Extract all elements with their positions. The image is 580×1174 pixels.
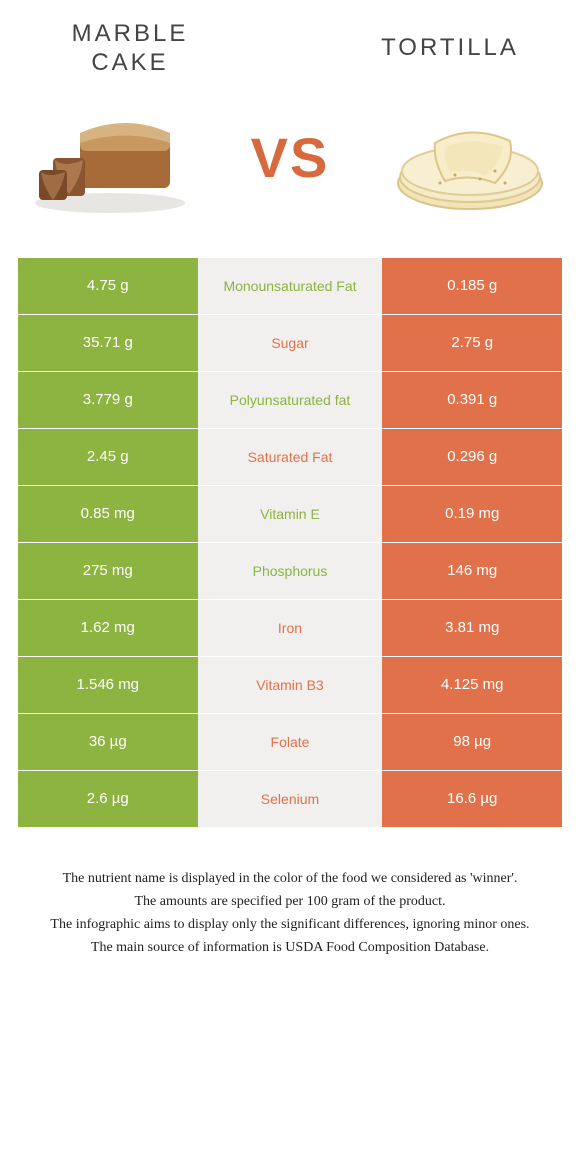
- table-row: 2.45 gSaturated Fat0.296 g: [18, 429, 562, 486]
- left-value: 36 µg: [18, 714, 198, 771]
- right-value: 0.19 mg: [382, 486, 562, 543]
- right-value: 4.125 mg: [382, 657, 562, 714]
- right-value: 146 mg: [382, 543, 562, 600]
- left-value: 275 mg: [18, 543, 198, 600]
- nutrient-label: Folate: [198, 714, 383, 771]
- left-value: 2.45 g: [18, 429, 198, 486]
- nutrient-label: Phosphorus: [198, 543, 383, 600]
- left-title-line1: MARBLE: [72, 20, 189, 47]
- right-value: 3.81 mg: [382, 600, 562, 657]
- left-food-image: [20, 88, 200, 228]
- table-row: 3.779 gPolyunsaturated fat0.391 g: [18, 372, 562, 429]
- nutrient-label: Selenium: [198, 771, 383, 828]
- right-value: 0.391 g: [382, 372, 562, 429]
- right-value: 98 µg: [382, 714, 562, 771]
- right-value: 16.6 µg: [382, 771, 562, 828]
- right-food-image: [380, 88, 560, 228]
- nutrient-table: 4.75 gMonounsaturated Fat0.185 g35.71 gS…: [18, 258, 562, 828]
- table-row: 275 mgPhosphorus146 mg: [18, 543, 562, 600]
- table-row: 35.71 gSugar2.75 g: [18, 315, 562, 372]
- left-value: 4.75 g: [18, 258, 198, 315]
- right-value: 0.185 g: [382, 258, 562, 315]
- left-value: 1.62 mg: [18, 600, 198, 657]
- table-row: 0.85 mgVitamin E0.19 mg: [18, 486, 562, 543]
- nutrient-label: Polyunsaturated fat: [198, 372, 383, 429]
- nutrient-label: Sugar: [198, 315, 383, 372]
- nutrient-label: Iron: [198, 600, 383, 657]
- left-title-line2: CAKE: [91, 49, 168, 76]
- table-row: 4.75 gMonounsaturated Fat0.185 g: [18, 258, 562, 315]
- footer-line: The main source of information is USDA F…: [30, 937, 550, 958]
- footer-line: The nutrient name is displayed in the co…: [30, 868, 550, 889]
- nutrient-label: Vitamin B3: [198, 657, 383, 714]
- right-value: 2.75 g: [382, 315, 562, 372]
- right-value: 0.296 g: [382, 429, 562, 486]
- left-value: 1.546 mg: [18, 657, 198, 714]
- vs-label: VS: [251, 125, 330, 190]
- left-value: 3.779 g: [18, 372, 198, 429]
- left-food-title: MARBLE CAKE: [40, 20, 220, 78]
- table-row: 1.62 mgIron3.81 mg: [18, 600, 562, 657]
- header: MARBLE CAKE TORTILLA: [0, 0, 580, 78]
- table-row: 1.546 mgVitamin B34.125 mg: [18, 657, 562, 714]
- left-value: 0.85 mg: [18, 486, 198, 543]
- footer-notes: The nutrient name is displayed in the co…: [30, 868, 550, 958]
- table-row: 36 µgFolate98 µg: [18, 714, 562, 771]
- left-value: 35.71 g: [18, 315, 198, 372]
- right-food-title: TORTILLA: [360, 34, 540, 63]
- nutrient-label: Monounsaturated Fat: [198, 258, 383, 315]
- nutrient-label: Vitamin E: [198, 486, 383, 543]
- left-value: 2.6 µg: [18, 771, 198, 828]
- footer-line: The infographic aims to display only the…: [30, 914, 550, 935]
- nutrient-label: Saturated Fat: [198, 429, 383, 486]
- footer-line: The amounts are specified per 100 gram o…: [30, 891, 550, 912]
- table-row: 2.6 µgSelenium16.6 µg: [18, 771, 562, 828]
- vs-row: VS: [0, 78, 580, 248]
